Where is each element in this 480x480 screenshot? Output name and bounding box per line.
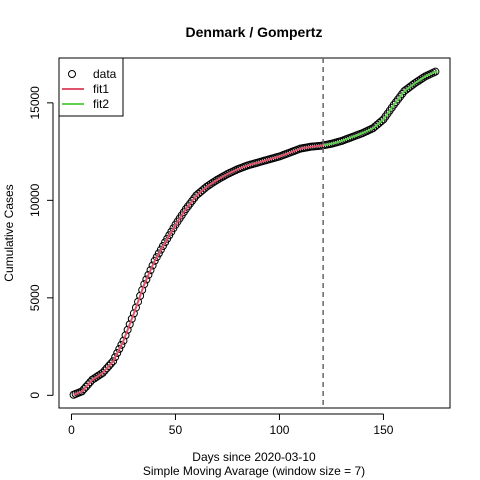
data-point [121,331,130,340]
data-point [190,194,199,203]
data-point [90,374,99,383]
data-point [88,375,97,384]
chart-title: Denmark / Gompertz [186,24,323,40]
data-point [106,359,115,368]
data-point [213,175,222,184]
data-point [104,361,113,370]
data-point [94,371,103,380]
data-point [100,366,109,375]
data-point [206,179,215,188]
data-point [221,171,230,180]
data-point [186,199,195,208]
data-point [181,205,190,214]
legend: data fit1 fit2 [58,57,124,117]
data-point [113,349,122,358]
y-axis-label: Cumulative Cases [2,184,16,281]
data-point [138,286,147,295]
data-point [215,174,224,183]
data-point [136,291,145,300]
data-point [148,261,157,270]
y-tick-label: 15000 [28,86,42,120]
data-point [188,196,197,205]
tick-layer: 0 50 100 150 0 5000 10000 15000 [28,86,394,437]
data-point [115,344,124,353]
y-tick-label: 5000 [28,284,42,311]
data-point [202,182,211,191]
data-point [410,79,419,88]
data-point [377,117,386,126]
legend-box [58,57,124,117]
data-point [119,336,128,345]
data-point [146,266,155,275]
data-point [84,380,93,389]
data-point [398,89,407,98]
legend-fit2-label: fit2 [93,97,109,111]
data-point [109,357,118,366]
x-axis-label: Days since 2020-03-10 [192,450,316,464]
plot-frame [58,57,451,409]
data-point [82,382,91,391]
data-point [219,172,228,181]
data-point [210,177,219,186]
y-tick-label: 10000 [28,183,42,217]
data-point [142,275,151,284]
y-tick-label: 0 [28,392,42,399]
data-point [204,181,213,190]
data-point [394,95,403,104]
x-tick-label: 100 [269,423,289,437]
data-point [129,309,138,318]
data-point [98,368,107,377]
data-point [111,353,120,362]
data-layer [69,67,440,399]
data-point [79,385,88,394]
data-point [208,178,217,187]
data-point [123,325,132,334]
legend-fit1-label: fit1 [93,82,109,96]
data-point [414,76,423,85]
data-point [134,297,143,306]
data-point [144,270,153,279]
x-tick-label: 50 [169,423,183,437]
data-point [217,173,226,182]
data-point [408,80,417,89]
data-point [127,314,136,323]
data-point [412,77,421,86]
x-tick-label: 0 [68,423,75,437]
data-point [396,92,405,101]
legend-data-marker [68,70,76,78]
data-point [77,387,86,396]
data-point [183,202,192,211]
data-point [431,67,440,76]
fit-line-fit2 [322,70,438,147]
data-point [418,73,427,82]
data-point [140,280,149,289]
data-point [131,303,140,312]
data-point [389,100,398,109]
data-point [117,340,126,349]
fit-line-fit1 [73,144,324,396]
x-axis-sublabel: Simple Moving Avarage (window size = 7) [143,464,365,478]
data-point [416,75,425,84]
legend-data-label: data [93,67,117,81]
data-point [391,98,400,107]
x-tick-label: 150 [373,423,393,437]
data-point [92,373,101,381]
data-point [125,320,134,329]
data-point [102,364,111,373]
